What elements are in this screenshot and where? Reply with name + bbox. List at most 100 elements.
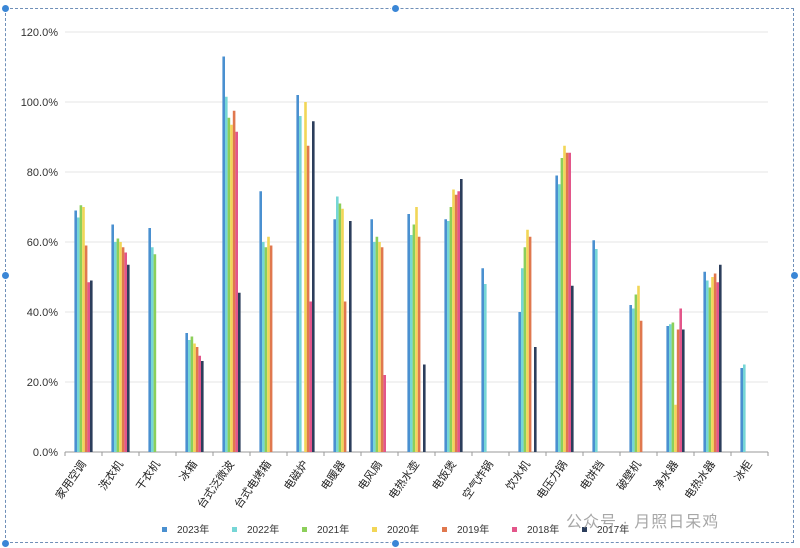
x-category-label: 电风扇 [355, 458, 385, 493]
legend-label: 2022年 [247, 523, 279, 536]
bar [423, 364, 426, 452]
bar [460, 179, 463, 452]
bar [193, 343, 196, 452]
bar [716, 282, 719, 452]
x-category-label: 电磁炉 [281, 458, 311, 492]
bar [190, 336, 194, 452]
legend-swatch [512, 527, 517, 532]
bar [195, 347, 199, 452]
bar [452, 189, 455, 452]
resize-handle-middle-left[interactable] [1, 271, 10, 280]
bar [674, 404, 677, 452]
y-tick-label: 60.0% [27, 237, 58, 249]
bar [87, 282, 90, 452]
bar [703, 271, 706, 452]
bar [370, 219, 373, 452]
x-category-label: 洗衣机 [96, 458, 126, 493]
bar [632, 308, 635, 452]
bar [457, 191, 460, 452]
legend-swatch [582, 527, 587, 532]
bar [447, 221, 450, 452]
bar [708, 287, 712, 452]
bar [484, 284, 487, 452]
bar [333, 219, 336, 452]
bar [412, 224, 416, 452]
x-category-label: 家用空调 [52, 458, 89, 502]
bar [558, 184, 561, 452]
bar [338, 203, 342, 452]
legend-label: 2018年 [527, 523, 559, 536]
bar [637, 285, 640, 452]
bar [299, 116, 302, 452]
bar [417, 236, 421, 452]
bar [153, 254, 157, 452]
bar [267, 236, 270, 452]
bar [114, 242, 117, 452]
bar [378, 242, 381, 452]
bar [571, 285, 574, 452]
legend-swatch [372, 527, 377, 532]
bar [629, 305, 632, 452]
bar [235, 131, 238, 452]
legend-swatch [442, 527, 447, 532]
bar [151, 247, 154, 452]
bar [296, 95, 299, 452]
bar [119, 242, 122, 452]
resize-handle-top-center[interactable] [391, 4, 400, 13]
x-category-label: 破壁机 [614, 458, 644, 493]
bar [127, 264, 130, 452]
bar [225, 96, 228, 452]
bar [454, 194, 458, 452]
bar [682, 329, 685, 452]
legend-label: 2020年 [387, 523, 419, 536]
bar [565, 152, 569, 452]
resize-handle-top-left[interactable] [1, 4, 10, 13]
bar [232, 110, 236, 452]
bar [230, 124, 233, 452]
y-axis-tick-labels: 0.0% 20.0% 40.0% 60.0% 80.0% 100.0% 120.0% [21, 27, 59, 459]
bar [555, 175, 558, 452]
y-tick-label: 80.0% [27, 167, 58, 179]
bar [201, 361, 204, 452]
legend-label: 2017年 [597, 523, 629, 536]
x-category-label: 冰柜 [732, 458, 755, 483]
bar [79, 205, 83, 452]
bar [121, 247, 125, 452]
legend-label: 2021年 [317, 523, 349, 536]
bar [306, 145, 310, 452]
x-category-label: 冰箱 [176, 458, 200, 484]
bar [383, 375, 386, 452]
watermark-text: 公众号 · 月照日呆鸡 [566, 514, 720, 531]
bar [269, 245, 273, 452]
y-tick-label: 40.0% [27, 307, 58, 319]
bar [304, 102, 307, 452]
bar [679, 308, 682, 452]
bar [563, 145, 566, 452]
bar [262, 242, 265, 452]
legend-label: 2019年 [457, 523, 489, 536]
legend-swatch [302, 527, 307, 532]
y-tick-label: 100.0% [21, 97, 59, 109]
bar [341, 208, 344, 452]
bar [711, 277, 714, 452]
bar [124, 252, 127, 452]
resize-handle-middle-right[interactable] [790, 271, 799, 280]
bar [222, 56, 225, 452]
bar [449, 207, 453, 452]
bar [82, 207, 85, 452]
bar [309, 301, 312, 452]
bar [188, 340, 191, 452]
bar [719, 264, 722, 452]
y-tick-label: 0.0% [33, 447, 58, 459]
x-category-label: 台式电烤箱 [231, 458, 274, 511]
bar [592, 240, 595, 452]
x-category-label: 电热水壶 [385, 458, 422, 502]
bar [444, 219, 447, 452]
x-category-label: 干衣机 [133, 458, 163, 493]
bar [534, 347, 537, 452]
bar [410, 235, 413, 452]
bar [521, 268, 524, 452]
bar [259, 191, 262, 452]
bar [336, 196, 339, 452]
